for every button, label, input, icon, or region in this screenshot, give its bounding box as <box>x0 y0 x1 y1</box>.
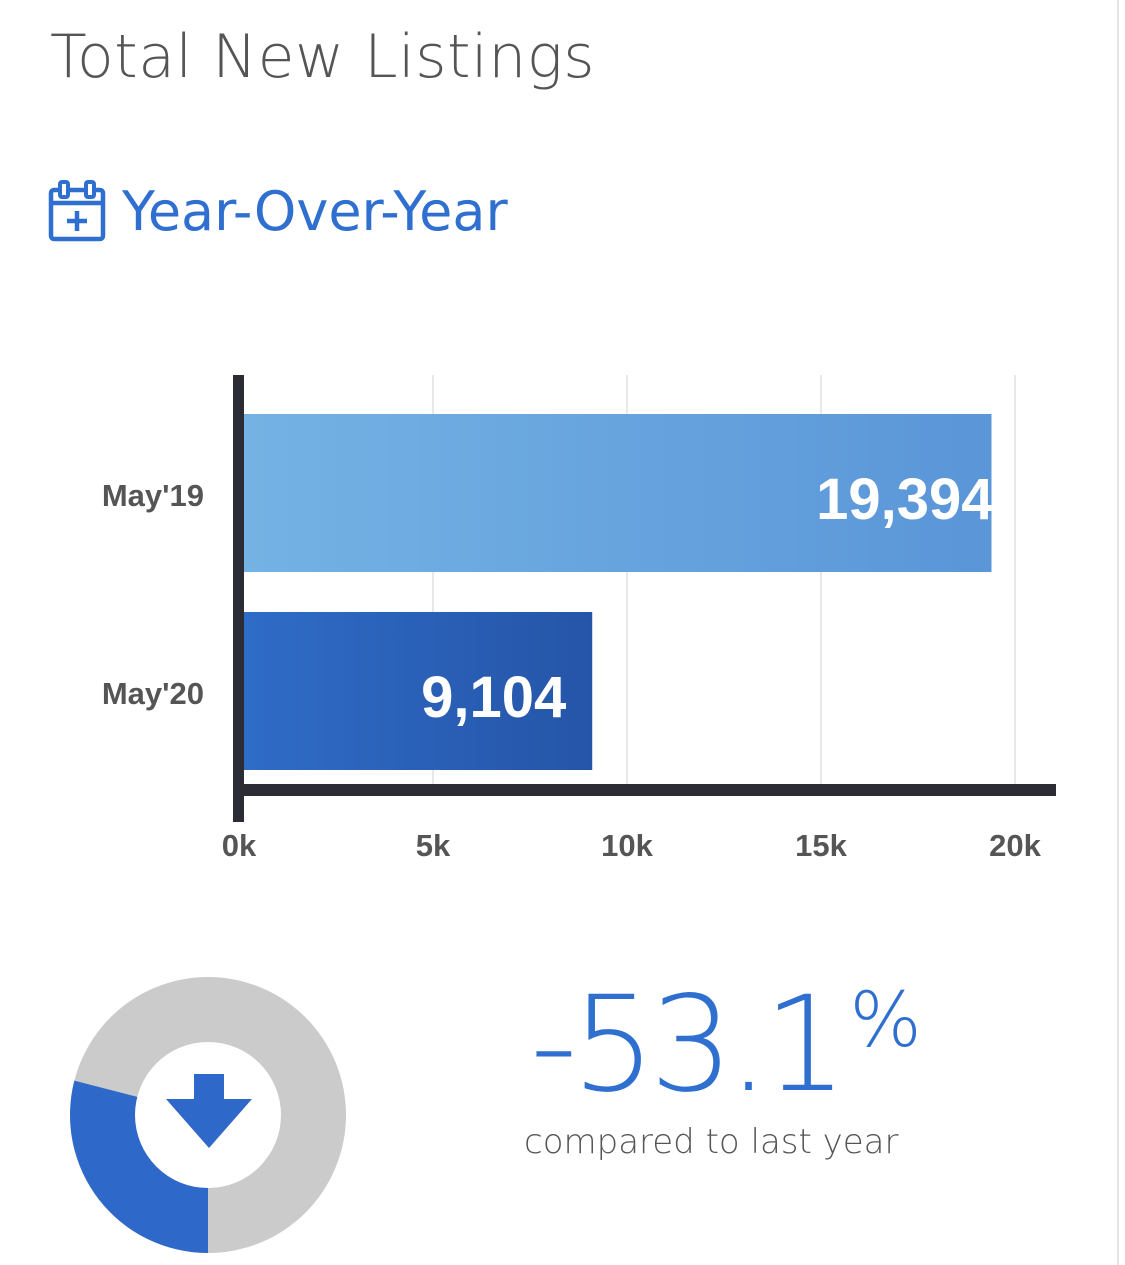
page-title: Total New Listings <box>50 22 595 92</box>
period-label: Year-Over-Year <box>122 179 508 243</box>
bar-value-label: 9,104 <box>421 665 566 730</box>
change-caption: compared to last year <box>524 1122 899 1162</box>
right-edge-divider <box>1117 0 1119 1265</box>
change-readout: -53.1 % <box>530 965 922 1125</box>
category-label: May'19 <box>102 478 204 513</box>
change-donut <box>70 977 346 1253</box>
y-axis-line <box>233 375 244 822</box>
change-unit: % <box>849 975 922 1064</box>
x-tick-label: 10k <box>601 828 653 863</box>
bar-chart: 19,394 9,104 May'19 May'20 0k 5k 10k 15k 20k <box>102 375 1056 863</box>
x-tick-label: 15k <box>795 828 847 863</box>
calendar-plus-icon <box>48 180 106 242</box>
x-tick-label: 5k <box>416 828 451 863</box>
bar-0 <box>244 414 992 572</box>
arrow-down-icon <box>166 1074 252 1148</box>
bar-1 <box>244 612 593 770</box>
x-tick-label: 0k <box>222 828 257 863</box>
category-label: May'20 <box>102 676 204 711</box>
period-header: Year-Over-Year <box>48 176 508 246</box>
x-axis-line <box>233 784 1056 796</box>
x-tick-label: 20k <box>989 828 1041 863</box>
bar-value-label: 19,394 <box>816 467 993 532</box>
change-value: -53.1 <box>530 968 848 1122</box>
